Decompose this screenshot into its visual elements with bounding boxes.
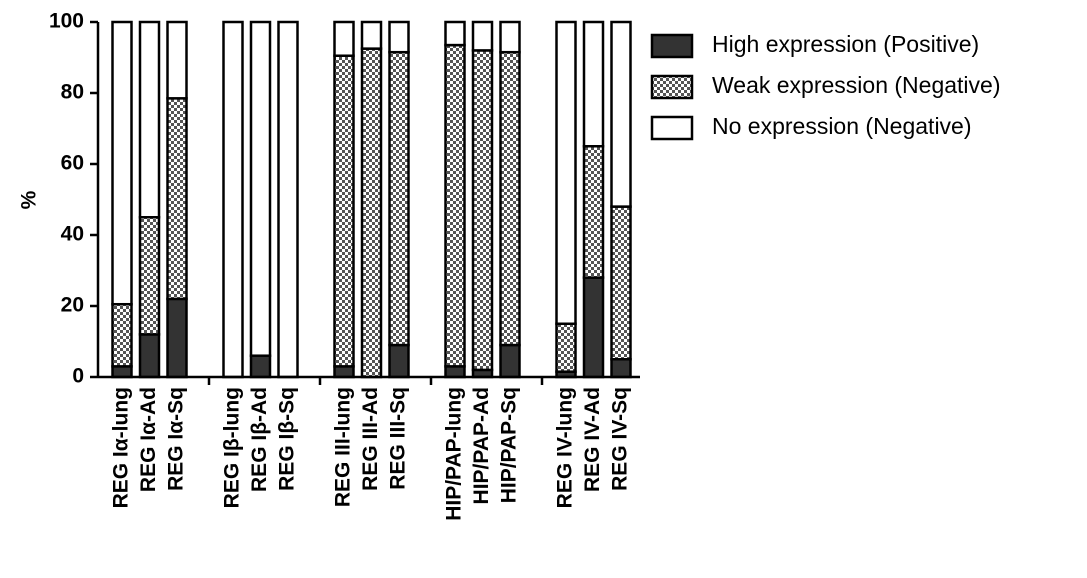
bar-segment [610,205,632,361]
bar-segment [444,43,466,368]
bar-segment [360,47,383,379]
legend-label: No expression (Negative) [712,113,972,139]
bar-segment [582,276,605,379]
bar-segment [249,20,272,357]
bar-segment [111,20,133,306]
x-tick-label: REG IV-Ad [581,387,604,492]
bar-segment [138,216,161,336]
y-tick-label: 60 [61,152,84,175]
y-tick-label: 20 [61,294,84,317]
legend-label: High expression (Positive) [712,31,979,57]
x-tick-label: REG IV-Sq [609,387,632,491]
x-tick-label: REG Iα-lung [110,387,133,508]
x-tick-label: REG III-lung [332,387,355,507]
legend-swatch [650,115,694,141]
bar-segment [388,20,410,54]
y-tick-label: 0 [72,365,84,388]
x-tick-label: REG III-Sq [387,387,410,490]
bar-segment [555,20,577,325]
y-axis-label: % [18,190,41,209]
x-tick-label: HIP/PAP-Ad [470,387,493,504]
x-tick-label: REG Iα-Ad [137,387,160,492]
bar-segment [499,20,521,54]
x-tick-label: REG Iβ-Sq [276,387,299,491]
bar-segment [499,343,521,379]
y-tick-label: 40 [61,223,84,246]
bar-segment [471,49,494,372]
bar-segment [222,20,244,379]
bar-segment [499,50,521,347]
bar-segment [166,297,188,379]
bar-segment [277,20,299,379]
bar-segment [333,20,355,57]
bar-segment [333,54,355,368]
x-tick-label: REG IV-lung [554,387,577,508]
bar-segment [444,365,466,379]
bar-segment [333,365,355,379]
bar-segment [111,302,133,368]
y-tick-label: 80 [61,81,84,104]
bar-segment [111,365,133,379]
bar-segment [582,145,605,279]
x-tick-label: HIP/PAP-Sq [498,387,521,503]
bar-segment [138,20,161,219]
bar-segment [388,343,410,379]
bar-segment [138,333,161,379]
x-tick-label: REG Iα-Sq [165,387,188,491]
bar-segment [471,20,494,52]
legend-label: Weak expression (Negative) [712,72,1000,98]
bar-segment [249,354,272,379]
bar-segment [555,322,577,373]
y-tick-label: 100 [49,10,84,33]
bar-segment [610,358,632,379]
bar-segment [444,20,466,47]
bar-segment [360,20,383,50]
legend-swatch [650,74,694,100]
bar-segment [166,20,188,100]
bar-segment [388,50,410,347]
x-tick-label: REG III-Ad [359,387,382,491]
x-tick-label: REG Iβ-Ad [248,387,271,492]
legend-swatch [650,33,694,59]
bar-segment [582,20,605,148]
bar-segment [610,20,632,208]
x-tick-label: HIP/PAP-lung [443,387,466,521]
bar-segment [166,97,188,301]
x-tick-label: REG Iβ-lung [221,387,244,508]
